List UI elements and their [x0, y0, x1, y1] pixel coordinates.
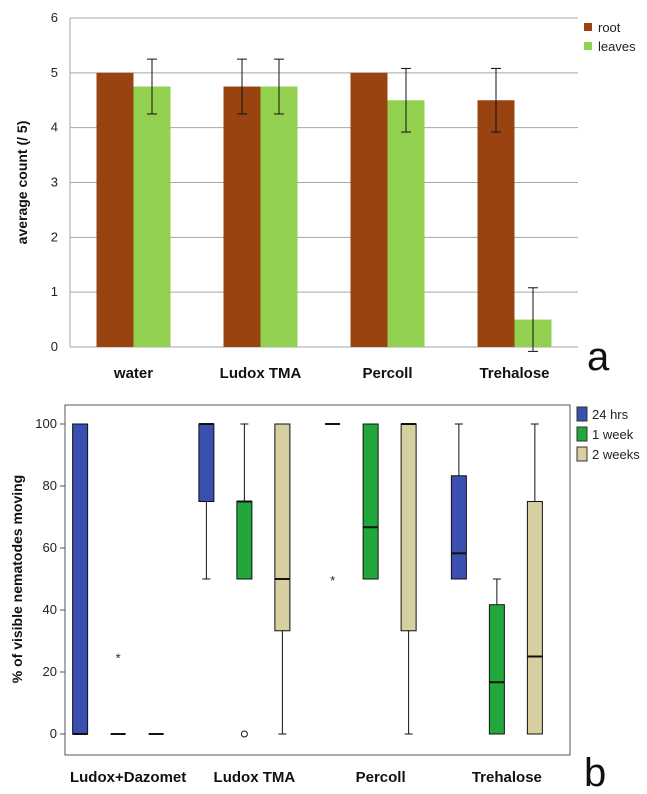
bar-root — [350, 72, 388, 347]
y-tick-label: 80 — [43, 478, 57, 493]
x-category-label: Trehalose — [479, 365, 549, 382]
y-tick-label: 0 — [50, 726, 57, 741]
x-category-label: Trehalose — [472, 769, 542, 786]
bar-root — [96, 72, 134, 347]
bar-chart-a: 0 1 2 3 4 5 6 water Ludox TMA Percoll Trehalose ave… — [14, 10, 636, 382]
y-axis-title: average count (/ 5) — [14, 121, 30, 245]
plot-frame — [64, 404, 571, 756]
box-24-hrs — [450, 475, 467, 580]
legend-swatch — [576, 406, 588, 422]
box-2-weeks — [274, 423, 291, 632]
x-category-label: Percoll — [362, 365, 412, 382]
bar-leaves — [387, 100, 425, 347]
box-1-week — [488, 604, 505, 735]
panel-label: a — [587, 335, 610, 379]
legend-label: 24 hrs — [592, 407, 629, 422]
x-category-label: Ludox TMA — [220, 365, 302, 382]
legend-label: 1 week — [592, 427, 634, 442]
x-category-label: Ludox TMA — [214, 769, 296, 786]
legend-swatch — [584, 42, 592, 50]
box-1-week — [362, 423, 379, 580]
legend-label: root — [598, 20, 621, 35]
legend-swatch — [576, 426, 588, 442]
legend-swatch — [576, 446, 588, 462]
outlier-point — [240, 730, 248, 738]
box-24-hrs — [198, 423, 215, 502]
y-tick-label: 40 — [43, 602, 57, 617]
bar-leaves — [133, 86, 171, 348]
bar-root — [223, 86, 261, 348]
y-tick-label: 100 — [35, 416, 57, 431]
y-tick-label: 4 — [51, 120, 58, 135]
y-tick-label: 60 — [43, 540, 57, 555]
y-tick-label: 2 — [51, 229, 58, 244]
box-1-week — [236, 501, 253, 580]
x-category-label: Ludox+Dazomet — [70, 769, 186, 786]
y-axis-title: % of visible nematodes moving — [9, 475, 25, 684]
y-tick-label: 1 — [51, 284, 58, 299]
y-tick-label: 20 — [43, 664, 57, 679]
x-category-label: Percoll — [356, 769, 406, 786]
x-category-label: water — [113, 365, 153, 382]
y-tick-label: 3 — [51, 175, 58, 190]
box-2-weeks — [526, 501, 543, 735]
box-24-hrs — [72, 423, 89, 735]
legend-label: 2 weeks — [592, 447, 640, 462]
y-tick-label: 5 — [51, 65, 58, 80]
y-tick-label: 0 — [51, 339, 58, 354]
extreme-marker: * — [330, 573, 335, 588]
bar-leaves — [260, 86, 298, 348]
box-plot-b: 0 20 40 60 80 100 * Ludox+Dazomet Ludox TMA * Perc… — [9, 404, 640, 794]
y-tick-label: 6 — [51, 10, 58, 25]
legend-swatch — [584, 23, 592, 31]
panel-label: b — [584, 751, 606, 794]
bar-root — [477, 100, 515, 347]
legend-label: leaves — [598, 39, 636, 54]
box-2-weeks — [400, 423, 417, 632]
extreme-marker: * — [116, 651, 121, 666]
